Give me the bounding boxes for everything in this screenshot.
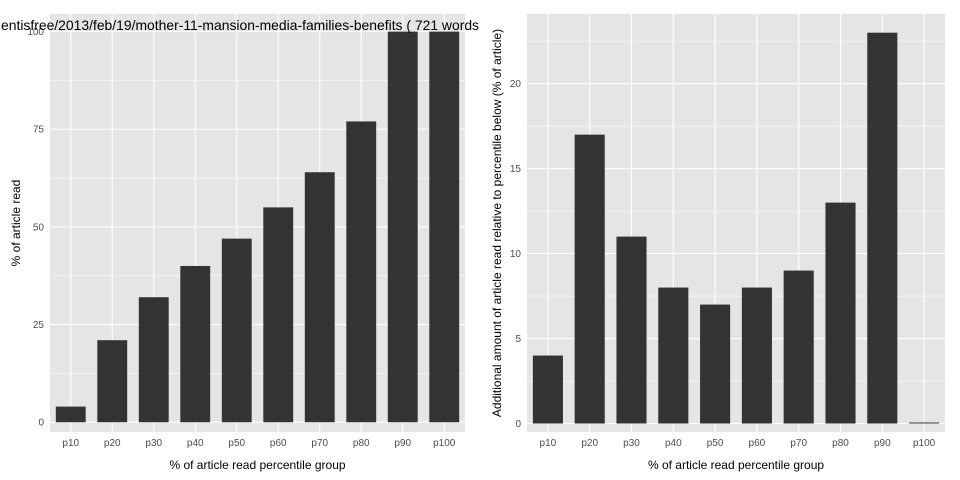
x-tick-label: p90	[394, 438, 411, 449]
bar-p70	[304, 172, 335, 423]
chart-title-left: entisfree/2013/feb/19/mother-11-mansion-…	[1, 17, 479, 33]
y-tick-label: 15	[510, 164, 522, 175]
x-tick-label: p70	[790, 438, 807, 449]
y-tick-label: 25	[33, 320, 45, 331]
bar-p30	[138, 297, 169, 423]
bar-p10	[55, 406, 86, 423]
x-tick-label: p30	[145, 438, 162, 449]
bar-p20	[574, 134, 605, 424]
bar-p100	[909, 422, 940, 424]
x-tick-label: p100	[433, 438, 456, 449]
x-tick-label: p60	[749, 438, 766, 449]
x-axis-label-left: % of article read percentile group	[169, 458, 345, 472]
x-tick-label: p40	[665, 438, 682, 449]
x-tick-label: p40	[187, 438, 204, 449]
y-tick-labels-right: 0 5 10 15 20	[510, 79, 522, 430]
bar-p10	[532, 355, 563, 424]
x-tick-label: p80	[832, 438, 849, 449]
y-tick-label: 75	[33, 125, 45, 136]
x-tick-label: p30	[623, 438, 640, 449]
x-tick-labels-left: p10 p20 p30 p40 p50 p60 p70 p80 p90 p100	[62, 438, 455, 449]
x-tick-label: p100	[913, 438, 936, 449]
bar-p80	[346, 121, 377, 423]
x-tick-label: p70	[311, 438, 328, 449]
x-tick-label: p90	[874, 438, 891, 449]
x-tick-label: p20	[104, 438, 121, 449]
x-tick-label: p60	[270, 438, 287, 449]
y-axis-label-left: % of article read	[9, 180, 23, 267]
y-tick-label: 20	[510, 79, 522, 90]
bar-p30	[616, 236, 647, 424]
y-tick-label: 100	[27, 27, 44, 38]
x-tick-label: p80	[353, 438, 370, 449]
bar-p80	[825, 202, 856, 424]
bar-p60	[741, 287, 772, 424]
x-tick-label: p20	[581, 438, 598, 449]
y-tick-label: 5	[515, 334, 521, 345]
y-tick-label: 0	[38, 418, 44, 429]
y-tick-label: 50	[33, 222, 45, 233]
bars-right	[532, 32, 940, 424]
x-tick-label: p50	[228, 438, 245, 449]
bar-p40	[180, 265, 211, 423]
bar-p70	[783, 270, 814, 424]
x-tick-label: p10	[62, 438, 79, 449]
bar-p90	[867, 32, 898, 424]
x-tick-labels-right: p10 p20 p30 p40 p50 p60 p70 p80 p90 p100	[540, 438, 936, 449]
y-tick-label: 10	[510, 249, 522, 260]
y-tick-label: 0	[515, 419, 521, 430]
bars-left	[55, 31, 460, 423]
x-tick-label: p10	[540, 438, 557, 449]
y-axis-label-right: Additional amount of article read relati…	[490, 29, 504, 417]
bar-p50	[700, 304, 731, 424]
bar-p20	[97, 340, 128, 423]
bar-p100	[429, 31, 460, 423]
bar-p40	[658, 287, 689, 424]
bar-p90	[387, 31, 418, 423]
chart-right: 0 5 10 15 20 p10 p20 p30 p40 p50 p60 p70 p80 p90 p100…	[490, 14, 945, 472]
bar-p60	[263, 207, 294, 423]
x-tick-label: p50	[707, 438, 724, 449]
x-axis-label-right: % of article read percentile group	[648, 458, 824, 472]
bar-p50	[221, 238, 252, 423]
y-tick-labels-left: 0 25 50 75 100	[27, 27, 44, 429]
